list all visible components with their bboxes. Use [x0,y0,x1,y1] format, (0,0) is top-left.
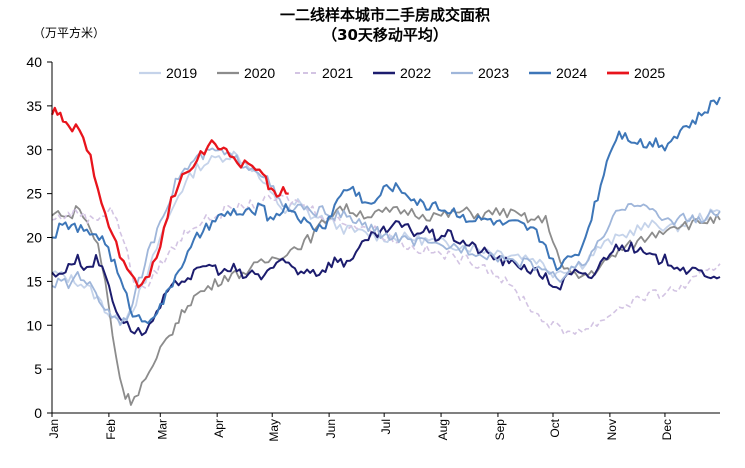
x-tick-label: Jan [47,419,61,438]
legend: 2019 2020 2021 2022 2023 2024 2025 [139,65,665,81]
series-layer [50,96,721,406]
x-tick-label: May [267,419,281,442]
y-tick-label: 30 [26,142,42,158]
x-tick-label: Nov [605,419,619,440]
series-line-2023 [51,147,721,326]
series-line-2025 [50,106,289,289]
legend-label-2019: 2019 [166,65,197,81]
chart-subtitle: （30天移动平均） [322,26,448,44]
y-tick-label: 40 [26,54,42,70]
x-tick-label: Sep [493,419,507,441]
x-tick-label: Mar [155,419,169,440]
y-tick-label: 20 [26,230,42,246]
legend-label-2025: 2025 [634,65,665,81]
legend-label-2023: 2023 [478,65,509,81]
y-tick-label: 15 [26,273,42,289]
y-tick-label: 35 [26,98,42,114]
x-tick-label: Jul [379,419,393,434]
series-line-2021 [51,193,721,336]
x-tick-label: Feb [104,419,118,440]
chart-title: 一二线样本城市二手房成交面积 [279,6,490,24]
series-line-2024 [51,96,721,325]
y-tick-label: 5 [34,361,42,377]
x-tick-label: Dec [660,419,674,440]
x-tick-label: Jun [324,419,338,438]
x-tick-label: Oct [548,418,562,437]
legend-label-2020: 2020 [244,65,275,81]
y-tick-label: 10 [26,317,42,333]
x-tick-label: Aug [436,419,450,440]
legend-label-2024: 2024 [556,65,587,81]
y-axis-unit-label: （万平方米） [33,26,106,40]
y-tick-label: 25 [26,186,42,202]
y-tick-label: 0 [34,405,42,421]
legend-label-2022: 2022 [400,65,431,81]
legend-label-2021: 2021 [322,65,353,81]
x-tick-label: Apr [212,419,226,438]
series-line-2019 [51,150,721,327]
